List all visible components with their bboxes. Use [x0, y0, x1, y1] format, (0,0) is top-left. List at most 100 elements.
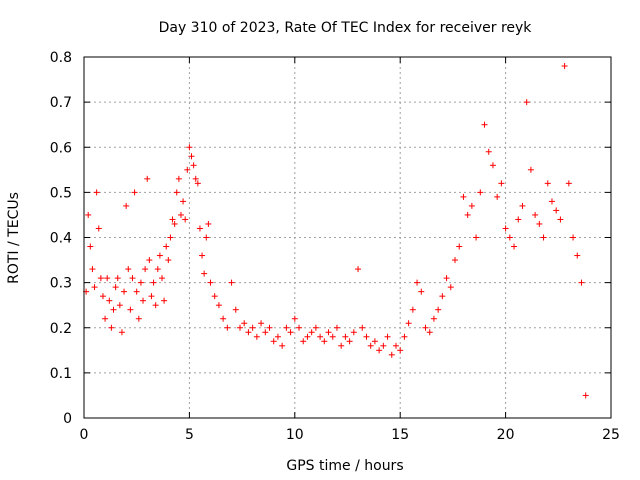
data-point — [443, 275, 450, 282]
data-point — [142, 266, 149, 273]
data-point — [418, 288, 425, 295]
x-tick-label: 10 — [286, 427, 304, 443]
data-point — [177, 211, 184, 218]
data-point — [283, 324, 290, 331]
data-point — [456, 243, 463, 250]
data-point — [104, 275, 111, 282]
x-tick-labels: 0 5 10 15 20 25 — [80, 427, 620, 443]
data-point — [355, 266, 362, 273]
data-point — [548, 198, 555, 205]
data-point — [154, 266, 161, 273]
data-point — [146, 257, 153, 264]
data-point — [205, 220, 212, 227]
data-point — [502, 225, 509, 232]
data-point — [515, 216, 522, 223]
data-point — [131, 189, 138, 196]
data-point — [148, 293, 155, 300]
y-tick-label: 0 — [63, 411, 72, 427]
data-point — [249, 324, 256, 331]
data-point — [329, 333, 336, 340]
data-point — [180, 198, 187, 205]
data-point — [127, 306, 134, 313]
data-point — [287, 329, 294, 336]
data-point — [184, 166, 191, 173]
y-axis-label: ROTI / TECUs — [6, 192, 22, 284]
data-point — [182, 216, 189, 223]
data-point — [106, 297, 113, 304]
data-point — [561, 63, 568, 70]
data-point — [108, 324, 115, 331]
data-point — [99, 293, 106, 300]
data-point — [426, 329, 433, 336]
data-point — [312, 324, 319, 331]
data-point — [338, 342, 345, 349]
data-point — [87, 243, 94, 250]
data-point — [220, 315, 227, 322]
data-point — [194, 180, 201, 187]
data-point — [161, 297, 168, 304]
data-point — [253, 333, 260, 340]
data-point — [140, 297, 147, 304]
data-point — [116, 302, 123, 309]
data-point — [460, 193, 467, 200]
data-point — [91, 284, 98, 291]
data-point — [578, 279, 585, 286]
data-point — [333, 324, 340, 331]
data-point — [201, 270, 208, 277]
data-point — [156, 252, 163, 259]
data-point — [392, 342, 399, 349]
x-tick-label: 20 — [497, 427, 515, 443]
data-point — [570, 234, 577, 241]
data-point — [296, 324, 303, 331]
data-point — [245, 329, 252, 336]
data-point — [123, 202, 130, 209]
data-point — [511, 243, 518, 250]
data-point — [175, 175, 182, 182]
data-point — [304, 333, 311, 340]
data-point — [270, 338, 277, 345]
data-point — [447, 284, 454, 291]
grid-lines — [84, 57, 611, 418]
data-point — [152, 302, 159, 309]
data-point — [468, 202, 475, 209]
data-point — [165, 257, 172, 264]
data-point — [371, 338, 378, 345]
data-point — [553, 207, 560, 214]
data-point — [397, 347, 404, 354]
plot-frame — [83, 56, 612, 419]
data-point — [279, 342, 286, 349]
y-tick-label: 0.1 — [50, 366, 72, 382]
data-point — [367, 342, 374, 349]
data-point — [125, 266, 132, 273]
data-point — [376, 347, 383, 354]
data-point — [236, 324, 243, 331]
data-point — [477, 189, 484, 196]
data-point — [544, 180, 551, 187]
data-point — [93, 189, 100, 196]
data-point — [167, 234, 174, 241]
data-point — [266, 324, 273, 331]
data-point — [188, 153, 195, 160]
data-point — [350, 329, 357, 336]
data-point — [346, 338, 353, 345]
data-point — [574, 252, 581, 259]
data-point — [137, 279, 144, 286]
data-point — [274, 333, 281, 340]
data-point — [565, 180, 572, 187]
y-tick-label: 0.6 — [50, 140, 72, 156]
data-point — [144, 175, 151, 182]
x-tick-label: 0 — [80, 427, 89, 443]
data-point — [203, 234, 210, 241]
data-point — [536, 220, 543, 227]
y-tick-label: 0.5 — [50, 185, 72, 201]
y-tick-label: 0.2 — [50, 321, 72, 337]
data-point — [186, 144, 193, 151]
data-point — [211, 293, 218, 300]
data-point — [489, 162, 496, 169]
y-tick-label: 0.3 — [50, 276, 72, 292]
data-point — [95, 225, 102, 232]
data-point — [506, 234, 513, 241]
data-point — [199, 252, 206, 259]
data-point — [532, 211, 539, 218]
data-point — [133, 288, 140, 295]
